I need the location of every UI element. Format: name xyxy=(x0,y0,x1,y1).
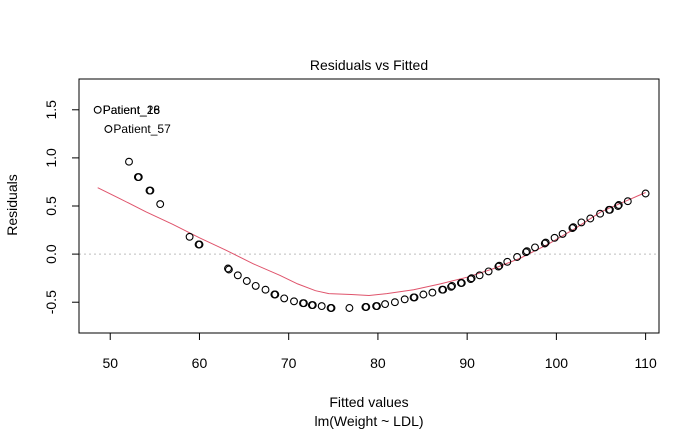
x-tick-label: 90 xyxy=(459,355,475,371)
data-point xyxy=(457,279,466,287)
data-point xyxy=(475,271,484,280)
data-point xyxy=(185,232,194,241)
data-point xyxy=(373,302,381,311)
data-point xyxy=(558,229,567,238)
data-point xyxy=(577,218,586,227)
data-point xyxy=(345,304,354,312)
chart-title: Residuals vs Fitted xyxy=(310,57,428,73)
data-point xyxy=(531,243,539,252)
data-point xyxy=(623,197,632,206)
data-point xyxy=(541,238,550,247)
data-point xyxy=(569,223,578,232)
data-point xyxy=(568,224,577,233)
data-point xyxy=(224,265,233,274)
data-point xyxy=(550,233,559,242)
x-axis-label: Fitted values xyxy=(329,394,408,410)
x-tick-label: 60 xyxy=(192,355,208,371)
data-point xyxy=(428,288,437,297)
data-point xyxy=(596,209,605,218)
point-label: Patient_28 xyxy=(103,103,161,117)
x-axis: 50 60 70 80 90 100 110 xyxy=(102,332,657,371)
data-point xyxy=(224,264,232,273)
data-point xyxy=(125,157,133,166)
data-point xyxy=(586,214,595,223)
y-tick-label: 0.5 xyxy=(43,196,59,216)
y-tick-label: 0.0 xyxy=(43,244,59,264)
data-point xyxy=(251,281,260,290)
x-tick-label: 80 xyxy=(370,355,386,371)
point-label: Patient_16 xyxy=(103,103,161,117)
data-point xyxy=(466,275,475,284)
data-point xyxy=(503,257,512,266)
y-tick-label: -0.5 xyxy=(43,290,59,314)
data-point xyxy=(146,186,155,195)
data-point xyxy=(261,285,270,294)
data-point xyxy=(400,295,409,304)
data-point xyxy=(641,189,650,198)
data-point xyxy=(233,271,242,280)
data-point xyxy=(134,173,143,182)
data-point xyxy=(104,125,113,133)
x-axis-sublabel: lm(Weight ~ LDL) xyxy=(314,413,423,429)
data-point xyxy=(280,294,289,303)
data-point xyxy=(439,285,448,294)
data-point xyxy=(513,253,522,261)
x-tick-label: 50 xyxy=(102,355,118,371)
y-axis: -0.5 0.0 0.5 1.0 1.5 xyxy=(43,100,80,314)
x-tick-label: 100 xyxy=(545,355,569,371)
data-point xyxy=(410,293,419,302)
plot-frame xyxy=(78,78,660,334)
data-point xyxy=(317,302,326,311)
data-point xyxy=(484,267,493,276)
data-point xyxy=(522,247,531,256)
point-label: Patient_57 xyxy=(113,122,171,136)
data-point xyxy=(614,202,622,210)
data-point xyxy=(467,274,476,283)
data-point xyxy=(494,262,503,271)
data-point xyxy=(614,201,623,209)
data-point xyxy=(290,297,298,306)
x-tick-label: 110 xyxy=(634,355,657,371)
data-point xyxy=(381,300,390,309)
data-point xyxy=(522,248,530,257)
data-point xyxy=(299,299,308,308)
y-tick-label: 1.5 xyxy=(43,100,59,120)
data-point xyxy=(242,277,251,285)
data-point xyxy=(156,200,165,209)
data-point xyxy=(327,304,336,312)
y-axis-label: Residuals xyxy=(4,174,20,235)
data-point xyxy=(362,303,371,311)
data-point xyxy=(448,281,456,290)
data-point xyxy=(419,290,428,299)
data-points xyxy=(93,105,650,312)
data-point xyxy=(495,261,504,270)
data-point xyxy=(271,290,280,299)
data-point xyxy=(540,239,549,248)
data-point xyxy=(308,301,317,310)
x-tick-label: 70 xyxy=(281,355,297,371)
smooth-line xyxy=(97,187,646,297)
data-point xyxy=(93,105,102,114)
data-point xyxy=(447,282,456,291)
data-point xyxy=(390,298,399,307)
y-tick-label: 1.0 xyxy=(43,148,59,168)
data-point xyxy=(605,205,614,214)
data-point xyxy=(195,240,204,249)
